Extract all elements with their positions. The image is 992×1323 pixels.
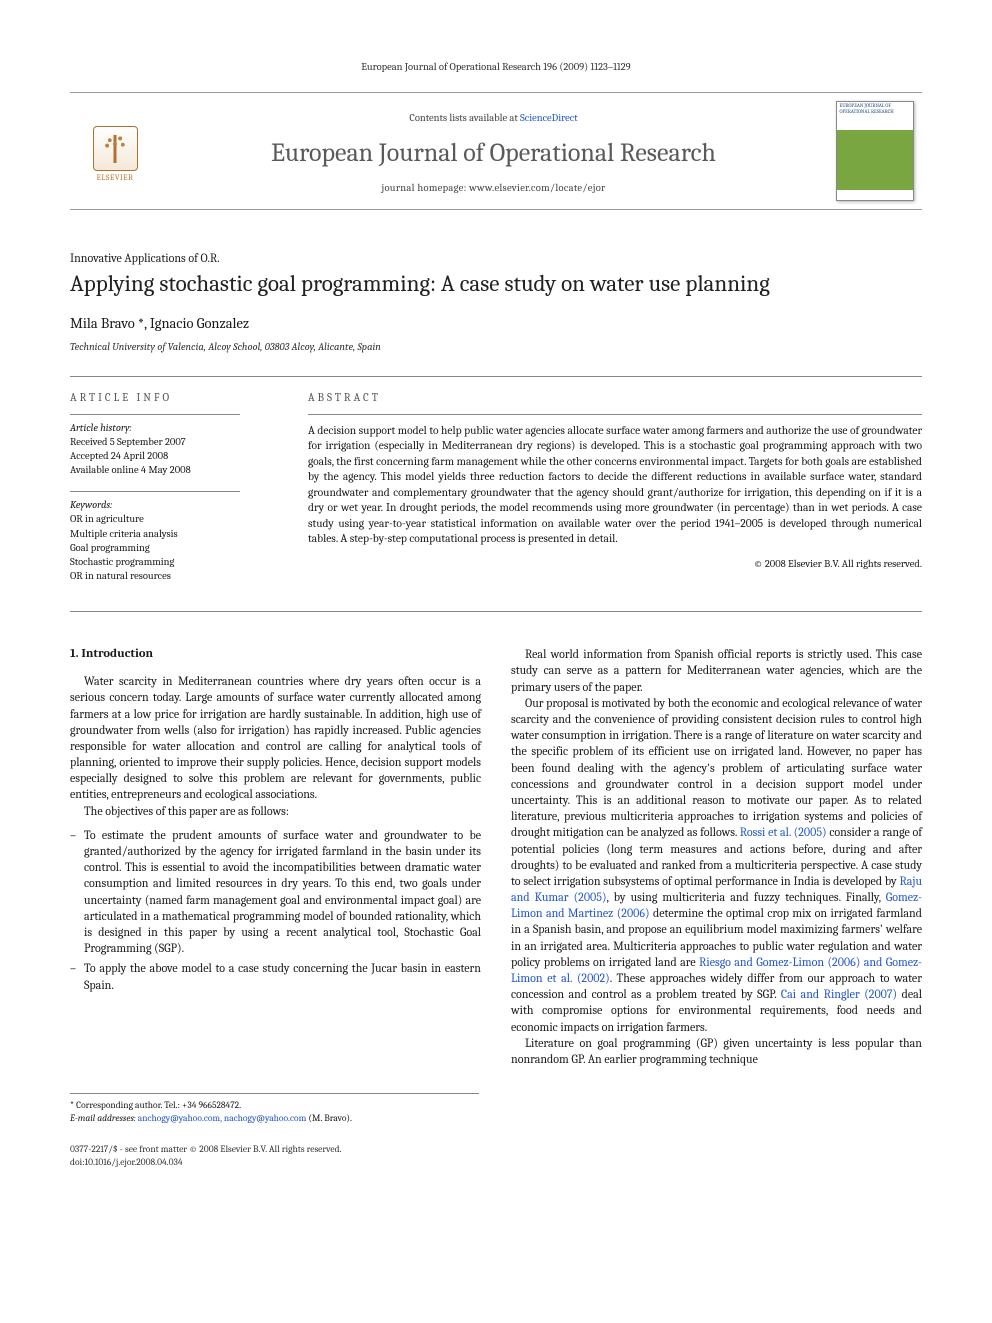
intro-p1: Water scarcity in Mediterranean countrie… <box>70 673 481 803</box>
abstract-head: ABSTRACT <box>308 391 922 406</box>
footnotes-block: * Corresponding author. Tel.: +34 966528… <box>70 1093 479 1126</box>
running-head: European Journal of Operational Research… <box>70 60 922 74</box>
sciencedirect-link[interactable]: ScienceDirect <box>520 112 578 124</box>
ref-link[interactable]: Rossi et al. (2005) <box>740 825 827 839</box>
keyword: Goal programming <box>70 541 272 555</box>
elsevier-tree-icon <box>93 126 138 171</box>
article-section-label: Innovative Applications of O.R. <box>70 250 922 266</box>
homepage-url[interactable]: www.elsevier.com/locate/ejor <box>469 182 605 194</box>
objective-item: To estimate the prudent amounts of surfa… <box>70 827 481 957</box>
elsevier-logo: ELSEVIER <box>85 119 145 184</box>
contents-available-line: Contents lists available at ScienceDirec… <box>170 111 817 125</box>
abstract-column: ABSTRACT A decision support model to hel… <box>290 377 922 612</box>
affiliation-line: Technical University of Valencia, Alcoy … <box>70 340 922 354</box>
article-title: Applying stochastic goal programming: A … <box>70 270 922 298</box>
corresponding-author-note: * Corresponding author. Tel.: +34 966528… <box>70 1100 479 1113</box>
body-right-column: Real world information from Spanish offi… <box>511 646 922 1067</box>
body-p5: Literature on goal programming (GP) give… <box>511 1035 922 1067</box>
article-info-head: ARTICLE INFO <box>70 391 272 406</box>
keyword: OR in agriculture <box>70 512 272 526</box>
elsevier-wordmark: ELSEVIER <box>97 173 134 184</box>
p4-seg: , by using multicriteria and fuzzy techn… <box>607 890 886 904</box>
publisher-logo-block: ELSEVIER <box>70 93 160 209</box>
front-matter-line: 0377-2217/$ - see front matter © 2008 El… <box>70 1144 922 1157</box>
journal-masthead: ELSEVIER Contents lists available at Sci… <box>70 92 922 210</box>
email-line: E-mail addresses: anchogy@yahoo.com, nac… <box>70 1113 479 1126</box>
doi-line: doi:10.1016/j.ejor.2008.04.034 <box>70 1157 922 1170</box>
journal-homepage-line: journal homepage: www.elsevier.com/locat… <box>170 181 817 195</box>
keywords-block: Keywords: OR in agriculture Multiple cri… <box>70 498 272 583</box>
intro-heading: 1. Introduction <box>70 646 481 663</box>
journal-cover-thumb: EUROPEAN JOURNAL OF OPERATIONAL RESEARCH <box>827 93 922 209</box>
online-line: Available online 4 May 2008 <box>70 463 272 477</box>
body-p3: Real world information from Spanish offi… <box>511 646 922 695</box>
article-history-block: Article history: Received 5 September 20… <box>70 421 272 478</box>
authors-line: Mila Bravo *, Ignacio Gonzalez <box>70 314 922 334</box>
abstract-text: A decision support model to help public … <box>308 423 922 547</box>
accepted-line: Accepted 24 April 2008 <box>70 449 272 463</box>
page-footer: 0377-2217/$ - see front matter © 2008 El… <box>70 1144 922 1170</box>
keyword: OR in natural resources <box>70 569 272 583</box>
cover-title-text: EUROPEAN JOURNAL OF OPERATIONAL RESEARCH <box>837 102 913 130</box>
homepage-prefix: journal homepage: <box>381 182 469 194</box>
keyword: Stochastic programming <box>70 555 272 569</box>
abstract-copyright: © 2008 Elsevier B.V. All rights reserved… <box>308 557 922 571</box>
ref-link[interactable]: Cai and Ringler (2007) <box>781 987 897 1001</box>
history-label: Article history: <box>70 422 131 434</box>
email-label: E-mail addresses: <box>70 1113 136 1124</box>
email-tail: (M. Bravo). <box>306 1113 352 1124</box>
author-email[interactable]: anchogy@yahoo.com, nachogy@yahoo.com <box>138 1113 307 1124</box>
journal-name: European Journal of Operational Research <box>170 136 817 171</box>
intro-p2: The objectives of this paper are as foll… <box>70 803 481 819</box>
body-p4: Our proposal is motivated by both the ec… <box>511 695 922 1035</box>
body-left-column: 1. Introduction Water scarcity in Medite… <box>70 646 481 1067</box>
article-info-column: ARTICLE INFO Article history: Received 5… <box>70 377 290 612</box>
keyword: Multiple criteria analysis <box>70 527 272 541</box>
objective-item: To apply the above model to a case study… <box>70 960 481 992</box>
received-line: Received 5 September 2007 <box>70 435 272 449</box>
cover-green-panel <box>837 130 913 190</box>
p4-seg: Our proposal is motivated by both the ec… <box>511 696 922 840</box>
keywords-label: Keywords: <box>70 499 112 511</box>
contents-prefix: Contents lists available at <box>409 112 520 124</box>
